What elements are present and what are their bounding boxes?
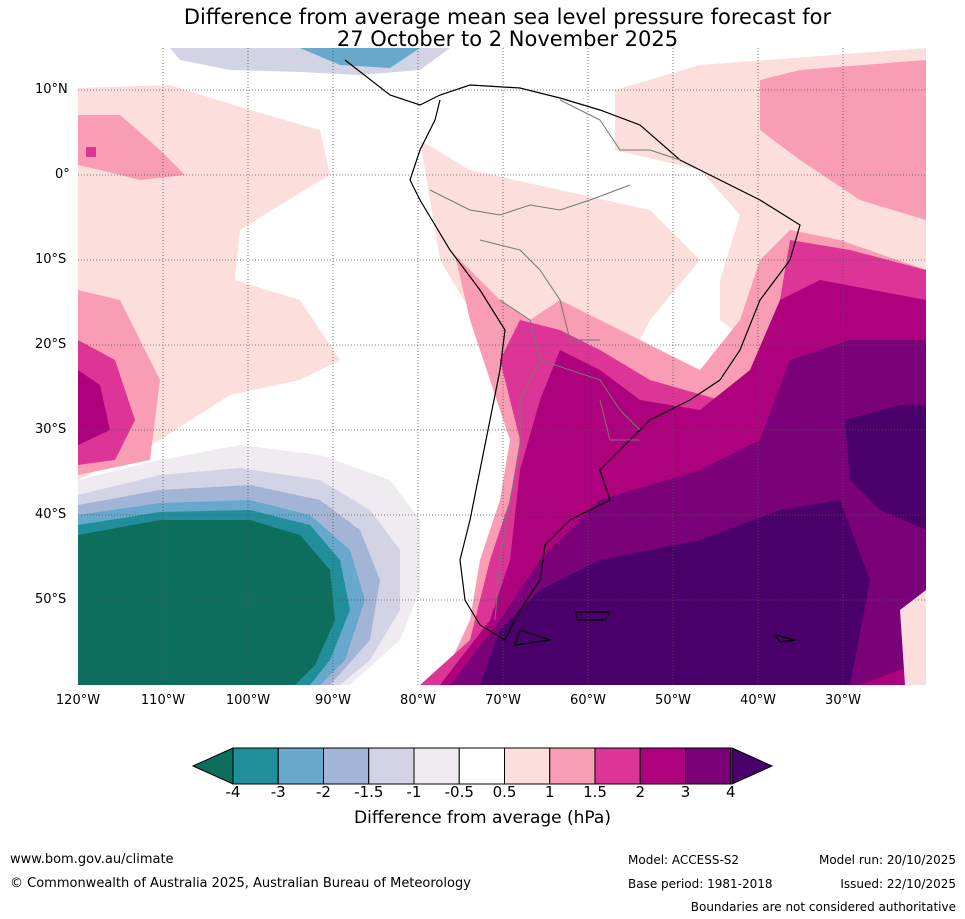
model-run-date: Model run: 20/10/2025 (818, 853, 956, 867)
base-period: Base period: 1981-2018 (628, 877, 773, 891)
colorbar-bins (232, 747, 732, 785)
colorbar-tick-label: 0.5 (492, 783, 517, 801)
colorbar-tick-label: -4 (225, 783, 241, 801)
colorbar-bin (323, 747, 370, 785)
lat-label: 0° (55, 167, 70, 182)
colorbar-tick-label: -3 (270, 783, 286, 801)
colorbar-bin (594, 747, 641, 785)
colorbar-tick-label: -1 (406, 783, 422, 801)
lon-label: 40°W (740, 693, 776, 708)
lon-label: 90°W (315, 693, 351, 708)
lon-label: 30°W (825, 693, 861, 708)
colorbar-bin (504, 747, 551, 785)
lon-label: 110°W (140, 693, 186, 708)
colorbar-tick-label: 4 (725, 783, 736, 801)
lat-label: 50°S (35, 592, 67, 607)
copyright-text: © Commonwealth of Australia 2025, Austra… (10, 876, 471, 891)
map-title-line-2: 27 October to 2 November 2025 (336, 27, 679, 51)
country-borders (429, 99, 681, 621)
colorbar-tick-label: 3 (680, 783, 691, 801)
boundaries-disclaimer: Boundaries are not considered authoritat… (690, 900, 956, 914)
model-name: Model: ACCESS-S2 (628, 853, 740, 867)
graticule (78, 48, 926, 685)
colorbar-label: Difference from average (hPa) (354, 808, 611, 828)
lat-label: 30°S (35, 422, 67, 437)
lon-label: 120°W (55, 693, 101, 708)
colorbar (191, 747, 774, 785)
coastline (344, 59, 801, 646)
lon-label: 50°W (655, 693, 691, 708)
lat-label: 10°N (35, 82, 68, 97)
colorbar-bin (549, 747, 596, 785)
colorbar-bin (458, 747, 505, 785)
colorbar-tick-label: 2 (635, 783, 646, 801)
colorbar-tick-label: 1.5 (583, 783, 607, 801)
colorbar-tick-label: 1 (544, 783, 555, 801)
colorbar-bin (685, 747, 732, 785)
lon-label: 70°W (485, 693, 521, 708)
colorbar-bin (232, 747, 279, 785)
lon-label: 100°W (225, 693, 271, 708)
colorbar-upper-extension (731, 747, 774, 785)
issued-date: Issued: 22/10/2025 (840, 877, 956, 891)
lon-label: 60°W (570, 693, 606, 708)
colorbar-tick-label: -1.5 (354, 783, 384, 801)
lat-label: 20°S (35, 337, 67, 352)
colorbar-bin (413, 747, 460, 785)
colorbar-tick-label: -0.5 (444, 783, 474, 801)
colorbar-bin (277, 747, 324, 785)
website-link[interactable]: www.bom.gov.au/climate (10, 852, 174, 867)
anomaly-field (78, 48, 926, 685)
colorbar-bin (368, 747, 415, 785)
colorbar-bin (639, 747, 686, 785)
colorbar-lower-extension (191, 747, 234, 785)
lon-label: 80°W (400, 693, 436, 708)
lat-label: 40°S (35, 507, 67, 522)
lat-label: 10°S (35, 252, 67, 267)
colorbar-tick-label: -2 (316, 783, 331, 801)
map-title-line-1: Difference from average mean sea level p… (183, 5, 832, 29)
